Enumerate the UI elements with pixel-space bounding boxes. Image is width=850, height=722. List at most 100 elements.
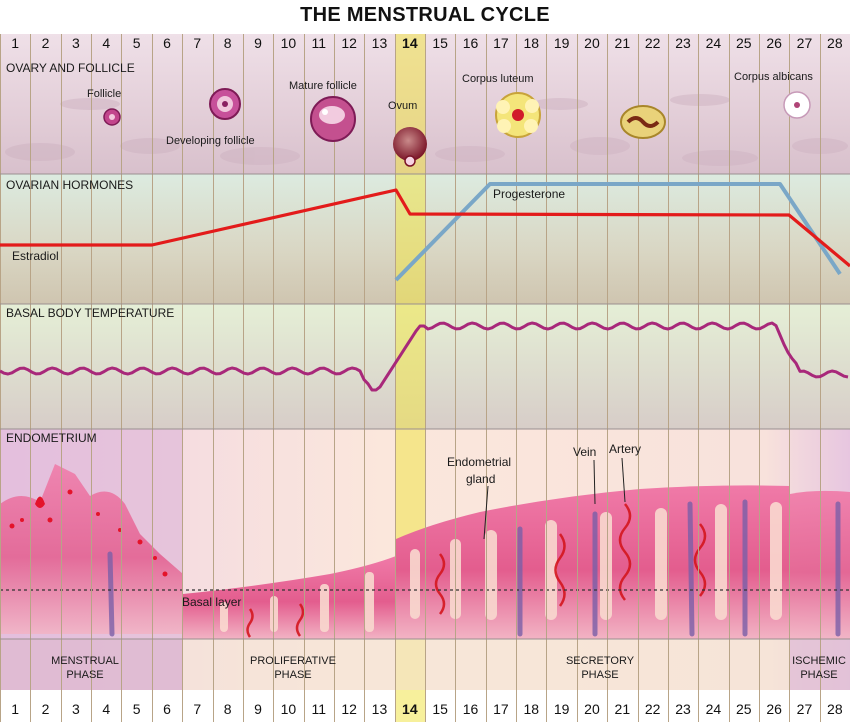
day-number-top: 16 [463, 35, 479, 51]
basal-layer-label: Basal layer [182, 595, 241, 609]
corpus-luteum-icon [495, 92, 541, 138]
day-number-top: 10 [281, 35, 297, 51]
day-number-top: 23 [675, 35, 691, 51]
menstrual-phase-line1: MENSTRUAL [51, 655, 119, 667]
day-number-bottom: 22 [645, 701, 661, 717]
day-number-top: 26 [766, 35, 782, 51]
endometrial-gland-label-line2: gland [466, 472, 495, 486]
day-number-bottom: 14 [402, 701, 418, 717]
day-number-top: 13 [372, 35, 388, 51]
day-number-top: 11 [311, 35, 326, 51]
day-number-bottom: 8 [224, 701, 232, 717]
vein-pointer [593, 459, 596, 505]
day-number-top: 8 [224, 35, 232, 51]
proliferative-phase-line1: PROLIFERATIVE [250, 655, 336, 667]
day-number-bottom: 27 [797, 701, 813, 717]
artery-label: Artery [609, 442, 641, 456]
day-number-bottom: 20 [584, 701, 600, 717]
day-number-top: 9 [254, 35, 262, 51]
day-number-bottom: 2 [42, 701, 50, 717]
gland-pointer [483, 485, 489, 540]
day-number-bottom: 28 [827, 701, 843, 717]
day-number-bottom: 11 [311, 701, 326, 717]
temperature-curve [0, 321, 849, 392]
day-number-bottom: 5 [133, 701, 141, 717]
ischemic-phase-line2: PHASE [800, 669, 837, 681]
developing-follicle-label: Developing follicle [166, 135, 255, 147]
day-number-top: 17 [493, 35, 509, 51]
follicle-icon [103, 108, 121, 126]
ovum-icon [393, 127, 427, 167]
corpus-luteum-label: Corpus luteum [462, 73, 534, 85]
day-number-top: 15 [432, 35, 448, 51]
day-number-top: 18 [523, 35, 539, 51]
day-number-top: 25 [736, 35, 752, 51]
ovary-tissue [5, 94, 848, 166]
day-number-bottom: 3 [72, 701, 80, 717]
day-number-top: 12 [341, 35, 357, 51]
day-number-bottom: 4 [102, 701, 110, 717]
day-number-bottom: 10 [281, 701, 297, 717]
proliferative-phase-line2: PHASE [274, 669, 311, 681]
mature-follicle-icon [310, 96, 356, 142]
day-number-bottom: 9 [254, 701, 262, 717]
day-number-bottom: 6 [163, 701, 171, 717]
endometrium-section-label: ENDOMETRIUM [6, 431, 97, 445]
vein-label: Vein [573, 445, 596, 459]
day-number-top: 22 [645, 35, 661, 51]
endometrial-gland-label-line1: Endometrial [447, 455, 511, 469]
day-number-bottom: 15 [432, 701, 448, 717]
day-number-top: 7 [193, 35, 201, 51]
day-number-bottom: 24 [706, 701, 722, 717]
day-number-bottom: 12 [341, 701, 357, 717]
progesterone-label: Progesterone [493, 187, 565, 201]
band-separators [0, 173, 850, 640]
day-number-bottom: 1 [11, 701, 19, 717]
day-number-top: 6 [163, 35, 171, 51]
corpus-albicans-icon [783, 91, 811, 119]
day-number-bottom: 23 [675, 701, 691, 717]
ovary-section-label: OVARY AND FOLLICLE [6, 61, 135, 75]
day-number-top: 20 [584, 35, 600, 51]
corpus-albicans-label: Corpus albicans [734, 71, 813, 83]
mature-follicle-label: Mature follicle [289, 80, 357, 92]
artery-pointer [621, 457, 626, 503]
estradiol-label: Estradiol [12, 249, 59, 263]
day-number-bottom: 17 [493, 701, 509, 717]
day-number-top: 21 [615, 35, 631, 51]
day-number-bottom: 7 [193, 701, 201, 717]
menstrual-cycle-diagram: 1 2 3 4 5 6 7 8 9 10 11 12 13 14 15 16 17 18 19 20 21 22 23 24 2… [0, 34, 850, 722]
day-number-bottom: 21 [615, 701, 631, 717]
secretory-phase-line2: PHASE [581, 669, 618, 681]
hormones-section-label: OVARIAN HORMONES [6, 178, 133, 192]
day-number-top: 2 [42, 35, 50, 51]
day-number-bottom: 18 [523, 701, 539, 717]
developing-follicle-icon [209, 88, 241, 120]
day-number-bottom: 26 [766, 701, 782, 717]
temperature-section-label: BASAL BODY TEMPERATURE [6, 306, 174, 320]
day-grid [0, 34, 821, 722]
diagram-title: THE MENSTRUAL CYCLE [300, 4, 550, 26]
day-number-top: 14 [402, 35, 418, 51]
day-number-top: 1 [11, 35, 19, 51]
day-number-top: 3 [72, 35, 80, 51]
day-number-bottom: 19 [554, 701, 570, 717]
day-header-labels: 1 2 3 4 5 6 7 8 9 10 11 12 13 14 15 16 17 18 19 20 21 22 23 24 2… [11, 35, 843, 51]
day-number-top: 27 [797, 35, 813, 51]
regressing-corpus-luteum-icon [620, 105, 666, 139]
day-number-top: 28 [827, 35, 843, 51]
day-number-bottom: 16 [463, 701, 479, 717]
follicle-label: Follicle [87, 88, 121, 100]
day-number-top: 4 [102, 35, 110, 51]
day-number-top: 5 [133, 35, 141, 51]
day-number-bottom: 13 [372, 701, 388, 717]
day-number-top: 19 [554, 35, 570, 51]
menstrual-phase-line2: PHASE [66, 669, 103, 681]
progesterone-curve [394, 182, 842, 282]
ischemic-phase-line1: ISCHEMIC [792, 655, 846, 667]
day-footer-labels: 1 2 3 4 5 6 7 8 9 10 11 12 13 14 15 16 17 18 19 20 21 22 23 24 2… [11, 701, 843, 717]
ovum-label: Ovum [388, 100, 417, 112]
estradiol-curve [0, 188, 850, 268]
day-number-bottom: 25 [736, 701, 752, 717]
day-number-top: 24 [706, 35, 722, 51]
